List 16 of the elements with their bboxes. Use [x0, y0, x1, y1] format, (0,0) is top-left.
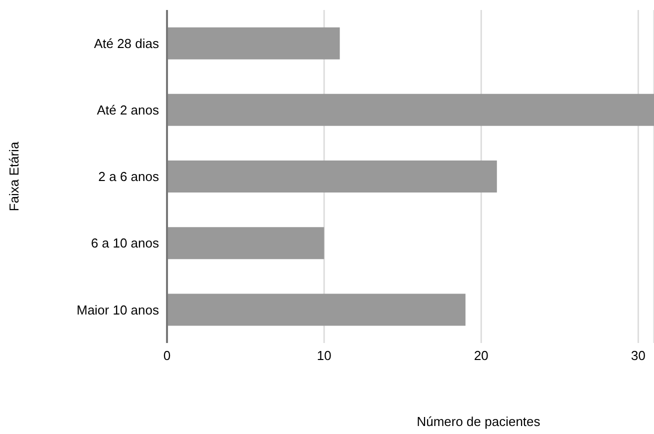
x-tick-label: 20 — [474, 348, 488, 364]
x-tick-label: 10 — [316, 348, 332, 364]
bar — [167, 227, 324, 260]
x-tick-label: 0 — [163, 348, 171, 364]
bar — [167, 294, 466, 326]
y-tick-label: Maior 10 anos — [76, 302, 160, 318]
bar — [167, 27, 340, 60]
x-axis-title: Número de pacientes — [416, 414, 541, 429]
y-tick-label: 2 a 6 anos — [98, 169, 160, 184]
y-tick-label: Até 28 dias — [94, 36, 160, 51]
y-tick-label: Até 2 anos — [96, 102, 160, 118]
bar — [167, 94, 654, 126]
y-tick-label: 6 a 10 anos — [91, 236, 160, 251]
bar — [167, 160, 497, 193]
y-axis-title: Faixa Etária — [6, 141, 22, 212]
x-tick-label: 30 — [631, 348, 646, 364]
